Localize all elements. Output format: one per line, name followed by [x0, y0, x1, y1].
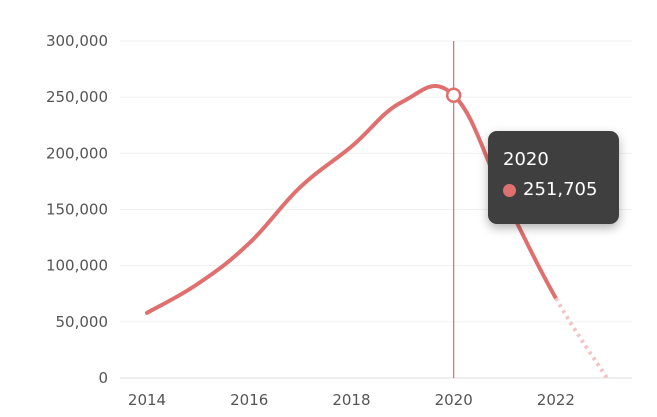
y-tick-label: 300,000 [46, 32, 108, 50]
projected-line [554, 297, 609, 380]
y-tick-label: 0 [98, 369, 108, 387]
x-tick-label: 2016 [230, 391, 268, 409]
y-tick-label: 250,000 [46, 88, 108, 106]
x-tick-label: 2020 [435, 391, 473, 409]
x-tick-label: 2014 [128, 391, 166, 409]
y-tick-label: 100,000 [46, 257, 108, 275]
x-tick-label: 2022 [537, 391, 575, 409]
tooltip: 2020 251,705 [488, 131, 619, 224]
tooltip-value: 251,705 [523, 179, 598, 200]
x-tick-label: 2018 [332, 391, 370, 409]
y-tick-label: 150,000 [46, 201, 108, 219]
y-tick-label: 200,000 [46, 144, 108, 162]
y-tick-label: 50,000 [56, 313, 109, 331]
highlight-point [445, 87, 462, 104]
series-marker-icon [503, 183, 516, 197]
tooltip-title: 2020 [503, 149, 549, 170]
